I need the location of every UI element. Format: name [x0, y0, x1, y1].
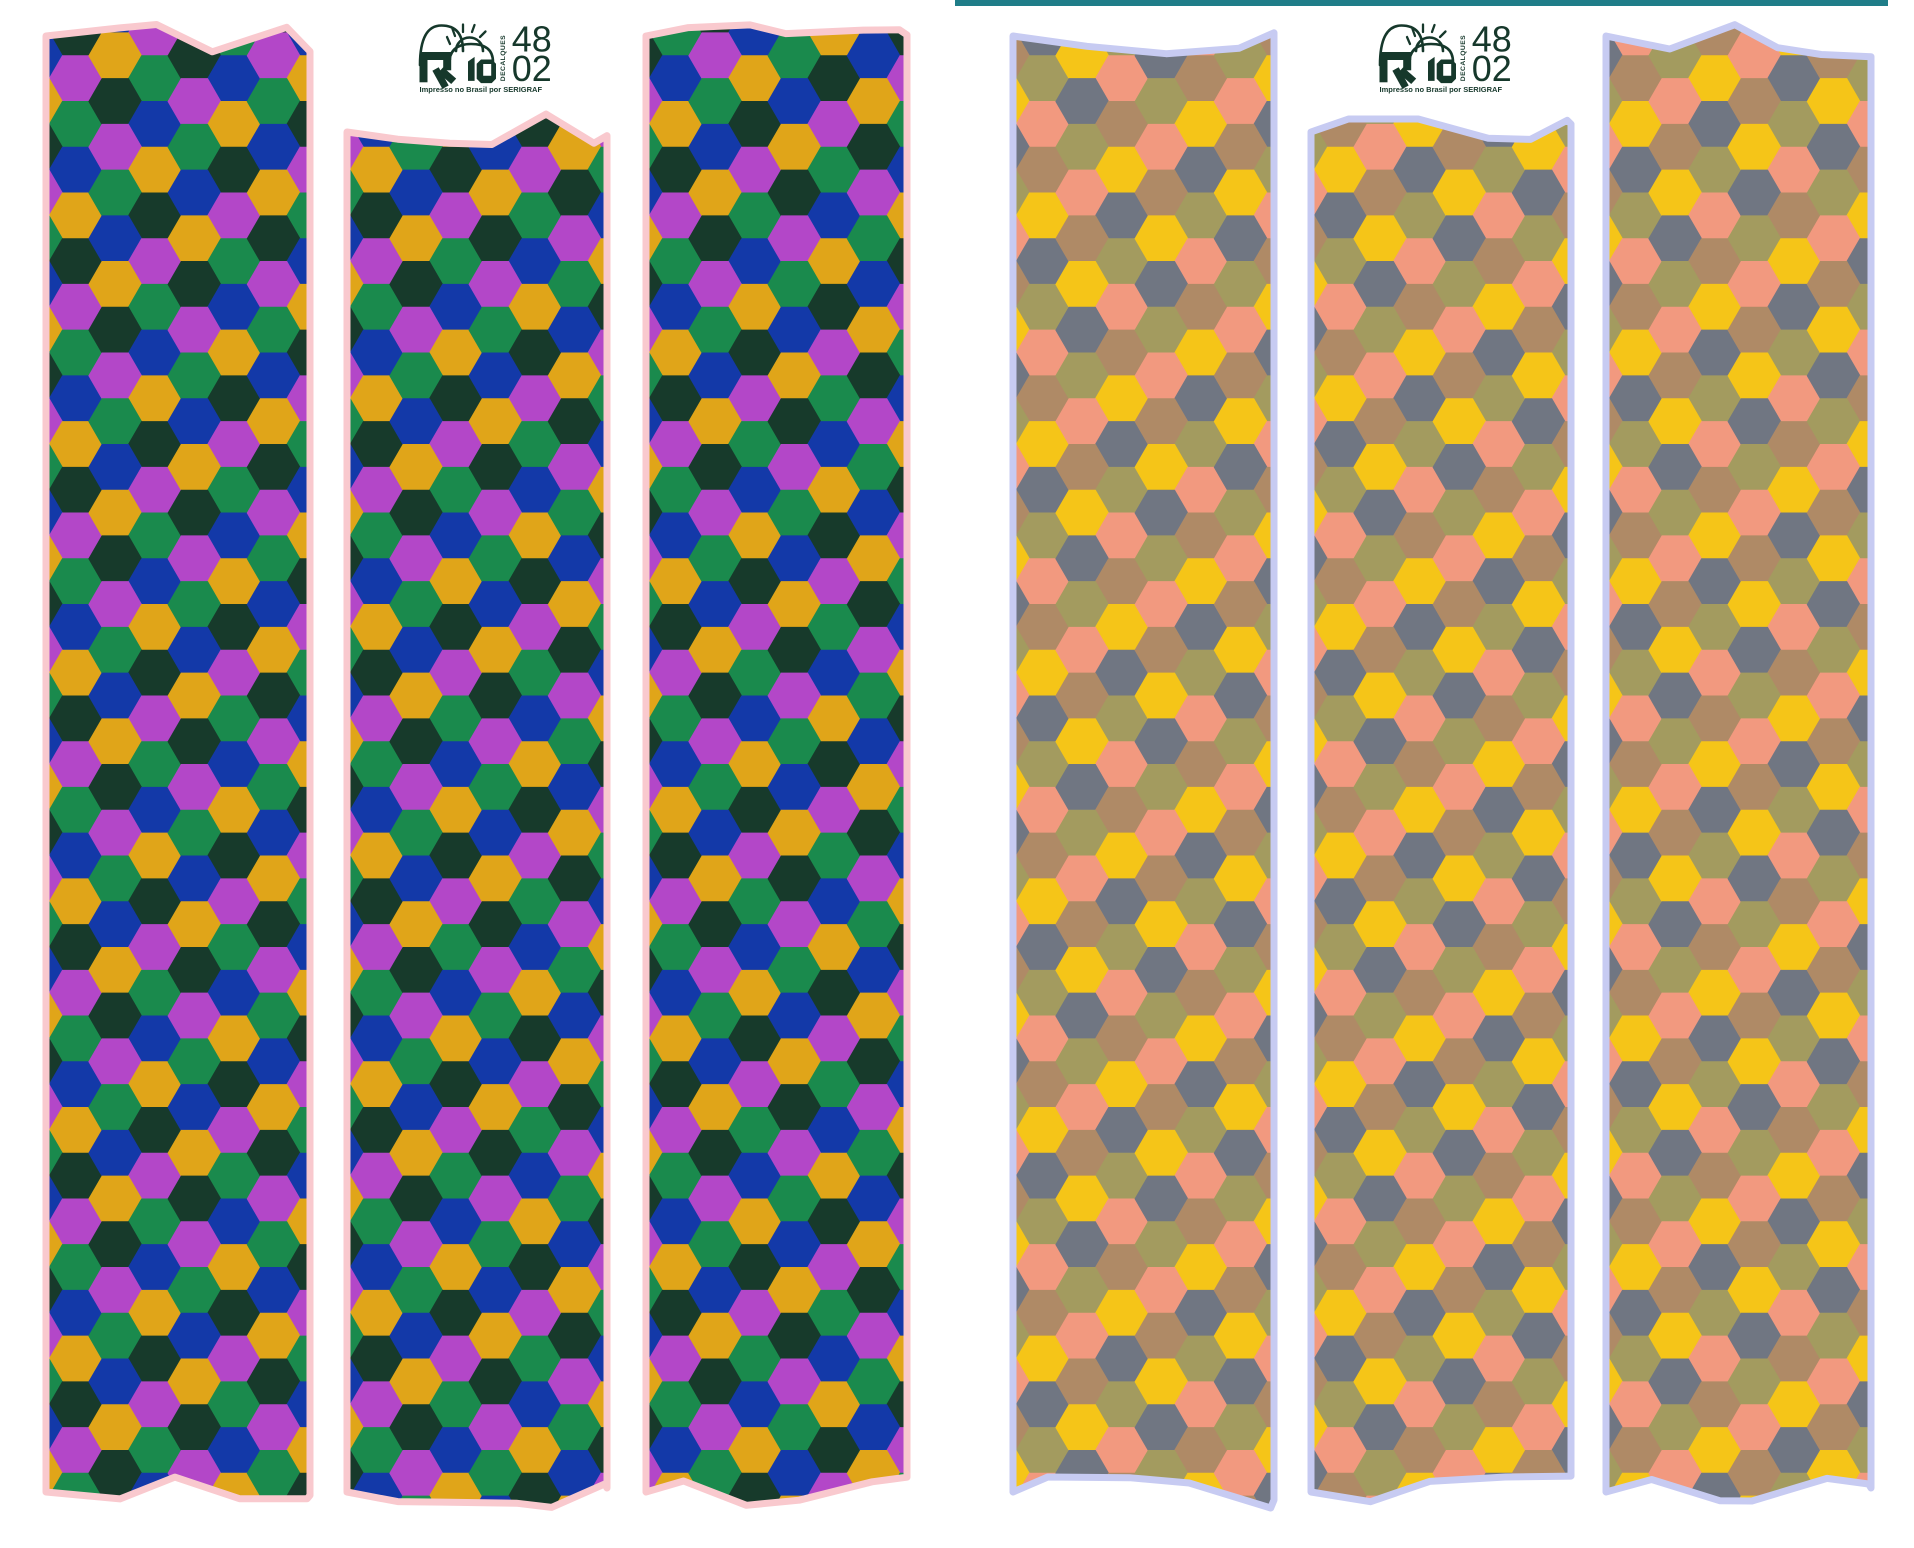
svg-text:Impresso no Brasil por SERIGRA: Impresso no Brasil por SERIGRAF: [420, 85, 543, 94]
svg-text:02: 02: [512, 48, 552, 89]
svg-text:DECALQUES: DECALQUES: [500, 35, 507, 81]
svg-text:Impresso no Brasil por SERIGRA: Impresso no Brasil por SERIGRAF: [1380, 85, 1503, 94]
svg-text:02: 02: [1472, 48, 1512, 89]
svg-text:DECALQUES: DECALQUES: [1460, 35, 1467, 81]
